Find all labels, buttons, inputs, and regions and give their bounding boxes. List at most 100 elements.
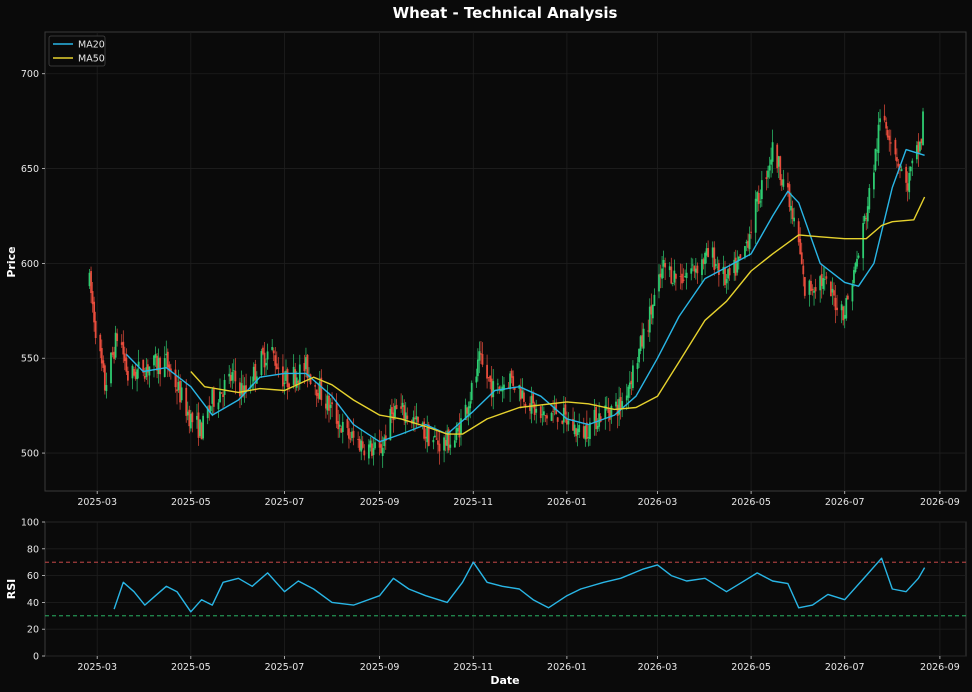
- price-xtick-label: 2025-07: [265, 497, 305, 508]
- candle-body: [615, 401, 617, 407]
- candle-body: [424, 436, 427, 439]
- candle-body: [220, 392, 223, 394]
- candle-body: [648, 306, 651, 333]
- candle-body: [126, 370, 129, 381]
- candle-body: [736, 262, 739, 273]
- candle-body: [544, 414, 547, 416]
- candle-body: [650, 305, 653, 315]
- candle-body: [877, 124, 880, 154]
- candle-body: [423, 421, 426, 439]
- candle-body: [443, 437, 445, 451]
- candle-body: [111, 352, 114, 355]
- candle-body: [843, 315, 846, 319]
- candle-body: [371, 443, 373, 456]
- price-xtick-label: 2025-05: [171, 497, 211, 508]
- candle-body: [756, 192, 759, 202]
- candle-body: [352, 430, 355, 438]
- candle-body: [406, 415, 409, 419]
- rsi-xtick-label: 2025-09: [360, 662, 400, 673]
- candle-body: [145, 367, 148, 377]
- price-ytick-label: 700: [21, 69, 39, 80]
- candle-body: [206, 408, 209, 419]
- candle-body: [88, 272, 91, 287]
- candle-body: [464, 404, 467, 420]
- candle-body: [604, 405, 607, 419]
- price-xtick-label: 2025-03: [77, 497, 117, 508]
- candle-body: [776, 144, 779, 169]
- candle-body: [437, 440, 439, 445]
- candle-body: [272, 350, 275, 354]
- candle-body: [331, 402, 333, 405]
- candle-body: [453, 440, 456, 448]
- candle-body: [690, 268, 693, 274]
- candle-body: [208, 405, 211, 411]
- price-xtick-label: 2025-11: [453, 497, 493, 508]
- rsi-ytick-label: 60: [27, 571, 39, 582]
- candle-body: [294, 369, 297, 386]
- candle-body: [122, 341, 125, 355]
- candle-body: [868, 188, 871, 210]
- candle-body: [254, 363, 257, 380]
- candle-body: [360, 440, 363, 452]
- candle-body: [562, 407, 565, 423]
- candle-body: [389, 408, 392, 441]
- candle-body: [146, 364, 149, 373]
- candle-body: [632, 365, 634, 389]
- candle-body: [228, 373, 231, 377]
- candle-body: [813, 290, 815, 293]
- candle-body: [335, 402, 338, 424]
- candle-body: [384, 435, 387, 441]
- candle-body: [673, 270, 676, 283]
- candle-body: [374, 442, 376, 449]
- candle-body: [716, 266, 719, 268]
- candle-body: [561, 420, 564, 424]
- candle-body: [866, 206, 869, 222]
- candle-body: [668, 266, 671, 271]
- candle-body: [728, 267, 731, 276]
- candle-body: [348, 428, 350, 439]
- candle-body: [711, 247, 714, 258]
- candle-body: [222, 394, 224, 398]
- candle-body: [176, 389, 178, 392]
- candle-body: [802, 265, 805, 275]
- candle-body: [679, 276, 682, 277]
- price-candles: [88, 104, 924, 468]
- candle-body: [90, 271, 92, 293]
- candle-body: [403, 405, 406, 420]
- candle-body: [607, 408, 610, 413]
- candle-body: [438, 443, 441, 452]
- candle-body: [315, 389, 318, 396]
- candle-body: [196, 415, 198, 420]
- candle-body: [165, 353, 168, 356]
- candle-body: [754, 198, 757, 233]
- rsi-ytick-label: 40: [27, 598, 39, 609]
- candle-body: [767, 170, 769, 178]
- candle-body: [400, 406, 403, 409]
- candle-body: [166, 351, 169, 368]
- candle-body: [885, 121, 888, 129]
- price-xtick-label: 2026-09: [920, 497, 960, 508]
- candle-body: [647, 330, 650, 332]
- candle-body: [814, 287, 817, 292]
- rsi-ytick-label: 0: [33, 652, 39, 663]
- candle-body: [99, 334, 102, 352]
- candle-body: [585, 422, 588, 439]
- candle-body: [734, 257, 737, 276]
- candle-body: [305, 357, 307, 370]
- candle-body: [550, 412, 553, 421]
- candle-body: [378, 441, 381, 448]
- price-ytick-label: 500: [21, 449, 39, 460]
- candle-body: [231, 372, 234, 381]
- candle-body: [552, 410, 554, 412]
- candle-body: [358, 438, 361, 451]
- price-moving-averages: [125, 148, 926, 443]
- candle-body: [896, 157, 898, 162]
- candle-body: [320, 377, 323, 401]
- candle-body: [338, 424, 341, 427]
- candle-body: [223, 379, 226, 395]
- candle-body: [737, 256, 740, 261]
- candle-body: [509, 373, 512, 390]
- candle-body: [745, 241, 748, 244]
- candle-body: [671, 283, 674, 284]
- candle-body: [113, 351, 115, 359]
